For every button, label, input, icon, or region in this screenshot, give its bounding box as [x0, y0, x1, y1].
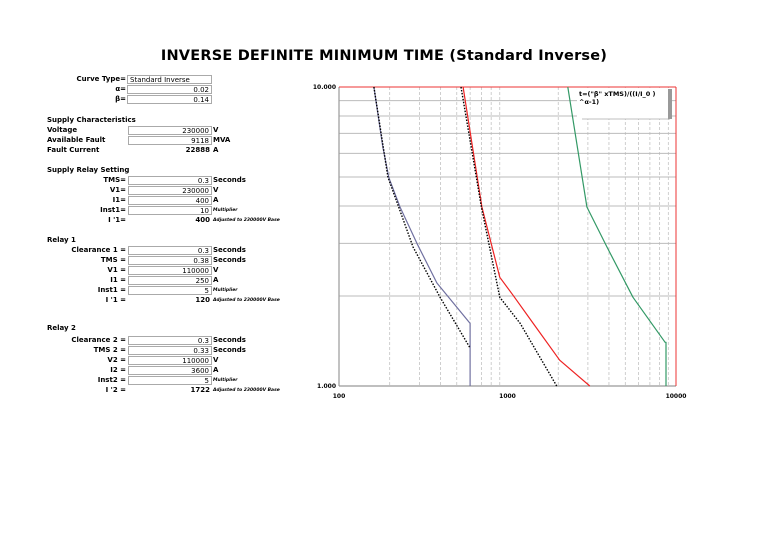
curve-type-label: Curve Type= [76, 75, 126, 83]
field-label: V1 = [107, 266, 126, 274]
section-heading: Relay 2 [47, 324, 76, 332]
legend-scrollbar [668, 89, 672, 119]
beta-label: β= [115, 95, 126, 103]
unit-label: A [213, 366, 219, 374]
field-label: I '2 = [105, 386, 126, 394]
unit-label: Multiplier [213, 288, 238, 293]
x-tick-label: 10000 [666, 393, 687, 400]
value-field[interactable]: 0.33 [128, 346, 212, 355]
section-heading: Supply Relay Setting [47, 166, 130, 174]
field-label: Inst1= [100, 206, 126, 214]
unit-label: Seconds [213, 246, 246, 254]
series-line-3 [460, 86, 558, 387]
value-field[interactable]: 0.3 [128, 246, 212, 255]
value-text: 22888 [185, 146, 210, 154]
field-label: I1 = [110, 276, 126, 284]
field-label: TMS= [103, 176, 126, 184]
unit-label: Multiplier [213, 378, 238, 383]
value-field[interactable]: 250 [128, 276, 212, 285]
value-field[interactable]: 5 [128, 286, 212, 295]
section-heading: Supply Characteristics [47, 116, 136, 124]
unit-label: V [213, 266, 219, 274]
unit-label: V [213, 186, 219, 194]
unit-label: A [213, 146, 219, 154]
value-field[interactable]: 110000 [128, 356, 212, 365]
legend-formula: t=("β" xTMS)/((I/I_0 ) ^α-1) [579, 90, 656, 106]
page-title: INVERSE DEFINITE MINIMUM TIME (Standard … [160, 48, 608, 64]
value-field[interactable]: 400 [128, 196, 212, 205]
field-label: V2 = [107, 356, 126, 364]
unit-label: MVA [213, 136, 231, 144]
unit-label: Seconds [213, 256, 246, 264]
alpha-label: α= [115, 85, 126, 93]
field-label: Clearance 2 = [71, 336, 126, 344]
field-label: Inst1 = [97, 286, 126, 294]
unit-label: Seconds [213, 336, 246, 344]
value-field[interactable]: 0.3 [128, 336, 212, 345]
legend-box [577, 88, 671, 119]
field-label: I2 = [110, 366, 126, 374]
unit-label: Adjusted to 230000V Base [213, 298, 280, 303]
unit-label: Adjusted to 230000V Base [213, 388, 280, 393]
value-field[interactable]: 0.38 [128, 256, 212, 265]
unit-label: Seconds [213, 176, 246, 184]
value-field[interactable]: 5 [128, 376, 212, 385]
value-field[interactable]: 9118 [128, 136, 212, 145]
series-line-4 [567, 86, 667, 386]
field-label: Fault Current [47, 146, 100, 154]
value-text: 1722 [190, 386, 210, 394]
x-tick-label: 100 [333, 393, 346, 400]
field-label: TMS 2 = [93, 346, 126, 354]
unit-label: V [213, 356, 219, 364]
field-label: Clearance 1 = [71, 246, 126, 254]
beta-field[interactable]: 0.14 [127, 95, 212, 104]
field-label: V1= [109, 186, 126, 194]
unit-label: Seconds [213, 346, 246, 354]
value-field[interactable]: 110000 [128, 266, 212, 275]
unit-label: A [213, 276, 219, 284]
series-line-2 [462, 86, 591, 387]
value-field[interactable]: 10 [128, 206, 212, 215]
series-line-1 [373, 86, 471, 349]
y-tick-label: 1.000 [317, 383, 336, 390]
field-label: Voltage [47, 126, 78, 134]
value-field[interactable]: 0.3 [128, 176, 212, 185]
value-field[interactable]: 3600 [128, 366, 212, 375]
value-field[interactable]: 230000 [128, 126, 212, 135]
unit-label: V [213, 126, 219, 134]
unit-label: Multiplier [213, 208, 238, 213]
value-text: 120 [195, 296, 210, 304]
unit-label: A [213, 196, 219, 204]
field-label: Inst2 = [97, 376, 126, 384]
field-label: I '1 = [105, 296, 126, 304]
field-label: Available Fault [47, 136, 106, 144]
section-heading: Relay 1 [47, 236, 76, 244]
alpha-field[interactable]: 0.02 [127, 85, 212, 94]
field-label: I1= [112, 196, 126, 204]
field-label: TMS = [100, 256, 126, 264]
y-tick-label: 10.000 [313, 84, 336, 91]
value-field[interactable]: 230000 [128, 186, 212, 195]
field-label: I '1= [108, 216, 126, 224]
curve-type-field[interactable]: Standard Inverse [127, 75, 212, 84]
value-text: 400 [195, 216, 210, 224]
x-tick-label: 1000 [499, 393, 516, 400]
unit-label: Adjusted to 230000V Base [213, 218, 280, 223]
series-line-0 [373, 86, 471, 386]
